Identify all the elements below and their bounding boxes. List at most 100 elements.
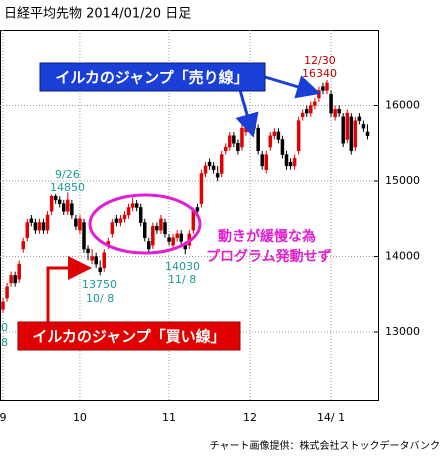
candle-body <box>280 139 285 155</box>
candle-body <box>49 195 54 212</box>
candle-body <box>357 116 362 121</box>
candle-body <box>5 286 9 299</box>
highlight-ellipse <box>88 193 202 255</box>
y-tick-label: 16000 <box>385 99 420 112</box>
candle-body <box>78 218 82 231</box>
candle-body <box>9 275 13 284</box>
y-tick-label: 14000 <box>385 250 420 263</box>
callout-box <box>17 321 241 351</box>
candle-body <box>305 109 309 114</box>
arrow <box>46 256 92 322</box>
candle-body <box>272 131 277 136</box>
x-tick-label: 10 <box>73 411 87 424</box>
candle-body <box>134 203 139 208</box>
footer: チャート画像提供：株式会社ストックデータバンク <box>210 439 440 452</box>
annotation: 8 <box>1 336 8 349</box>
candle-body <box>224 146 228 152</box>
x-tick-label: 9 <box>0 411 7 424</box>
candle-body <box>37 222 42 231</box>
candle-body <box>333 109 337 118</box>
callout-text: イルカのジャンプ「買い線」 <box>32 328 225 346</box>
candle-body <box>102 252 106 269</box>
candle-body <box>276 131 281 140</box>
candle-body <box>82 222 86 250</box>
candle-body <box>256 127 260 152</box>
candle-body <box>207 161 212 167</box>
candle-body <box>240 127 244 148</box>
candle-body <box>98 267 102 272</box>
candle-body <box>45 214 50 231</box>
candle-body <box>114 218 119 223</box>
candle-body <box>325 82 329 91</box>
candle-body <box>66 199 70 212</box>
candle-body <box>199 173 204 204</box>
candle-body <box>147 241 151 250</box>
annotation: 10/ 8 <box>86 292 114 305</box>
candle-body <box>90 256 94 261</box>
candle-body <box>264 154 268 170</box>
candle-body <box>284 154 289 167</box>
callout-text: イルカのジャンプ「売り線」 <box>55 69 248 87</box>
candle-body <box>292 158 297 167</box>
candle-body <box>126 207 131 216</box>
candle-body <box>268 135 273 148</box>
annotation: 12/30 <box>304 54 336 67</box>
note-text: 動きが緩慢な為 <box>218 228 316 245</box>
candle-body <box>232 135 236 144</box>
candle-body <box>252 124 256 129</box>
candle-body <box>171 237 175 246</box>
candle-body <box>337 109 341 114</box>
annotation: 11/ 8 <box>168 273 196 286</box>
candle-body <box>57 199 62 204</box>
candle-body <box>21 241 25 250</box>
annotation: 14850 <box>50 181 85 194</box>
candle-body <box>260 154 264 167</box>
candle-body <box>203 165 208 174</box>
candle-body <box>33 222 38 231</box>
candle-body <box>175 233 179 238</box>
candle-body <box>74 218 78 227</box>
candle-body <box>110 222 115 235</box>
candle-body <box>70 203 74 216</box>
candle-body <box>17 263 21 280</box>
candle-body <box>41 222 46 231</box>
candle-body <box>236 143 240 152</box>
candle-body <box>349 116 354 152</box>
plot-frame <box>0 30 379 401</box>
candle-body <box>215 173 220 178</box>
candle-body <box>179 233 183 242</box>
candle-body <box>122 214 127 220</box>
candle-body <box>329 93 333 114</box>
candle-body <box>191 210 196 231</box>
candle-body <box>159 218 163 231</box>
candle-body <box>53 195 58 201</box>
candle-body <box>309 105 313 114</box>
candle-body <box>228 135 232 148</box>
candle-body <box>288 161 293 167</box>
candle-body <box>244 127 248 133</box>
candle-body <box>195 207 200 212</box>
arrow <box>235 89 259 138</box>
candle-body <box>296 120 301 152</box>
candle-body <box>361 124 366 129</box>
candle-body <box>345 112 349 140</box>
callout-box <box>39 62 266 92</box>
candle-body <box>341 116 345 144</box>
annotation: 9/26 <box>55 168 80 181</box>
candle-body <box>321 86 325 91</box>
candle-body <box>353 120 358 148</box>
x-tick-label: 11 <box>162 411 176 424</box>
x-tick-label: 12 <box>243 411 257 424</box>
candle-body <box>25 222 30 238</box>
candle-body <box>138 207 143 223</box>
y-tick-label: 15000 <box>385 174 420 187</box>
arrow <box>264 75 321 99</box>
candle-body <box>163 222 167 235</box>
candle-body <box>118 218 123 223</box>
annotation: 16340 <box>302 67 337 80</box>
candle-body <box>317 90 321 99</box>
candle-body <box>211 165 216 170</box>
candle-body <box>62 203 66 212</box>
annotation: 14030 <box>165 260 200 273</box>
